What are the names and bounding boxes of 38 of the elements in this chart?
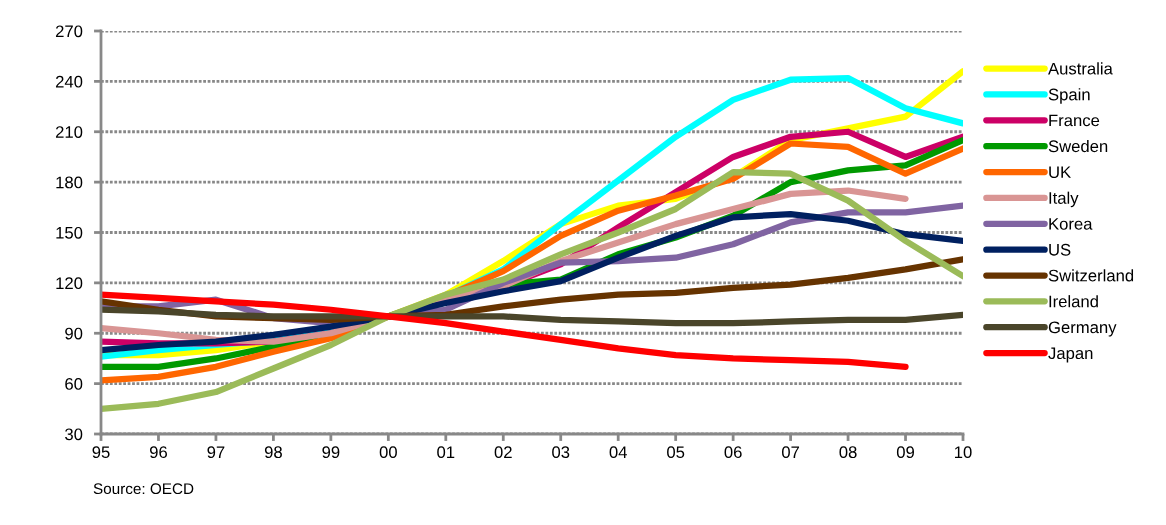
legend-label: UK <box>1049 166 1071 179</box>
legend-label: Japan <box>1048 347 1093 363</box>
x-tick-label: 03 <box>552 446 570 459</box>
y-tick-label: 60 <box>65 378 83 390</box>
y-tick-label: 240 <box>55 75 83 88</box>
y-tick-label: 150 <box>56 226 83 239</box>
legend-label: Ireland <box>1049 295 1098 308</box>
x-tick-label: 96 <box>149 446 167 459</box>
legend-label: Korea <box>1049 218 1093 230</box>
x-tick-label: 09 <box>896 446 915 459</box>
x-tick-label: 98 <box>264 446 282 459</box>
y-tick-label: 120 <box>56 277 83 290</box>
legend-label: Sweden <box>1048 139 1108 153</box>
x-tick-label: 97 <box>207 446 225 459</box>
legend-label: US <box>1049 243 1071 256</box>
source-note: Source: OECD <box>93 483 194 495</box>
y-tick-label: 90 <box>65 327 83 340</box>
x-tick-label: 04 <box>609 446 627 459</box>
legend-label: Italy <box>1049 191 1079 208</box>
x-tick-label: 95 <box>92 446 110 459</box>
legend-label: France <box>1049 114 1100 127</box>
legend-label: Australia <box>1048 62 1113 75</box>
legend-label: Spain <box>1048 88 1090 104</box>
x-tick-label: 08 <box>839 446 857 459</box>
x-tick-label: 05 <box>667 446 685 459</box>
legend-label: Germany <box>1048 321 1117 337</box>
y-tick-label: 180 <box>56 176 83 189</box>
x-tick-label: 02 <box>494 446 512 459</box>
legend-label: Switzerland <box>1048 269 1134 282</box>
x-tick-label: 07 <box>781 446 800 459</box>
x-tick-label: 10 <box>955 446 972 459</box>
y-tick-label: 210 <box>55 126 83 138</box>
x-tick-label: 06 <box>724 446 742 459</box>
y-tick-label: 270 <box>55 25 83 38</box>
x-tick-label: 00 <box>379 446 397 459</box>
y-tick-label: 30 <box>65 428 83 441</box>
x-tick-label: 99 <box>322 446 340 459</box>
x-tick-label: 01 <box>437 446 455 459</box>
